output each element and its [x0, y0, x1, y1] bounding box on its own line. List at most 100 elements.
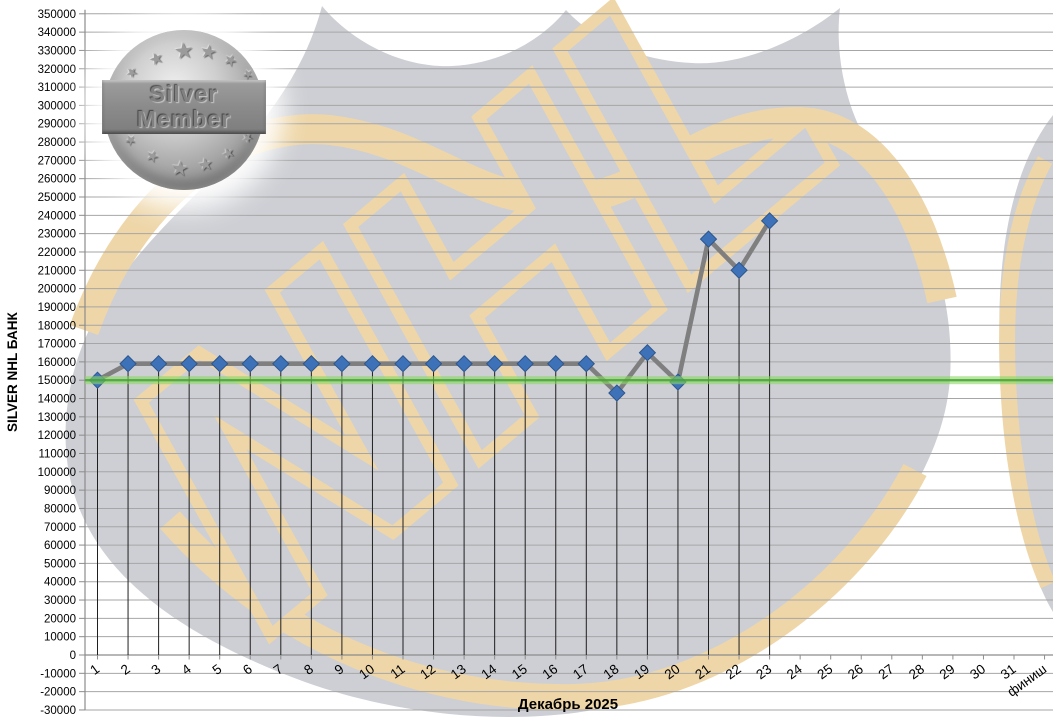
silver-member-medal: Silver Member ★ ★ ★ ★ ★ ★ ★ ★ ★ ★ ★ ★: [102, 30, 266, 190]
axes: -30000 -20000 -10000 0 10000 20000 30000 40000 5…: [38, 9, 1053, 717]
data-point-marker: [760, 212, 779, 230]
data-point-marker: [485, 355, 504, 373]
data-point-marker: [394, 355, 412, 373]
y-tick-label: 70000: [44, 522, 76, 534]
y-axis-title: SILVER NHL БАНК: [5, 312, 20, 432]
y-tick-label: 330000: [38, 45, 76, 57]
y-tick-label: 310000: [38, 82, 76, 94]
y-tick-label: 350000: [38, 9, 76, 21]
x-tick-label: 11: [388, 661, 408, 681]
data-point-marker: [577, 355, 596, 373]
y-tick-label: 260000: [38, 174, 76, 186]
data-point-marker: [424, 355, 443, 373]
y-tick-label: 220000: [38, 247, 76, 259]
star-icon: ★: [220, 49, 241, 71]
y-tick-label: 90000: [44, 485, 76, 497]
medal-line1: Silver: [149, 80, 219, 107]
x-tick-label: 4: [179, 661, 194, 678]
y-tick-label: 0: [70, 650, 76, 662]
y-tick-label: -20000: [40, 687, 76, 699]
data-point-marker: [730, 261, 748, 279]
x-tick-label: 24: [784, 661, 805, 682]
data-point-marker: [638, 344, 657, 362]
medal-line2: Member: [136, 105, 232, 132]
data-point-marker: [302, 355, 321, 373]
y-tick-label: 10000: [44, 632, 76, 644]
x-tick-label: 20: [662, 661, 683, 682]
gridlines: [85, 13, 1053, 711]
x-tick-label: 23: [753, 661, 774, 682]
star-icon: ★: [198, 40, 219, 65]
y-tick-label: 230000: [38, 229, 76, 241]
y-tick-label: 180000: [38, 320, 76, 332]
star-icon: ★: [219, 143, 238, 164]
y-tick-label: 160000: [38, 357, 76, 369]
y-tick-label: 290000: [38, 119, 76, 131]
y-tick-label: 40000: [44, 577, 76, 589]
x-tick-label: 30: [967, 661, 988, 682]
y-tick-label: -30000: [40, 705, 76, 717]
data-point-marker: [272, 355, 290, 373]
y-tick-label: 280000: [38, 137, 76, 149]
y-tick-label: 110000: [38, 449, 76, 461]
data-point-marker: [363, 355, 382, 373]
x-tick-label: 6: [240, 661, 255, 678]
data-point-marker: [547, 355, 565, 373]
data-point-marker: [333, 355, 351, 373]
x-tick-label: 2: [118, 661, 133, 678]
x-tick-label: 18: [601, 661, 622, 682]
y-tick-label: 270000: [38, 155, 76, 167]
data-point-marker: [516, 355, 534, 373]
x-tick-label: 8: [301, 661, 316, 678]
x-tick-label: 19: [631, 661, 652, 682]
x-tick-label: 25: [814, 661, 835, 682]
data-point-marker: [241, 355, 259, 373]
x-tick-label: 27: [876, 661, 897, 682]
star-icon: ★: [146, 49, 166, 71]
x-tick-label: 10: [356, 661, 377, 682]
x-tick-label: 31: [998, 661, 1019, 682]
y-tick-label: 200000: [38, 284, 76, 296]
y-tick-label: 30000: [44, 595, 76, 607]
y-tick-label: 150000: [38, 375, 76, 387]
baseline-150000: [85, 376, 1053, 385]
data-point-marker: [210, 355, 229, 373]
x-tick-label: 16: [540, 661, 561, 682]
y-tick-label: 340000: [38, 27, 76, 39]
data-point-marker: [699, 230, 718, 248]
x-tick-label: 9: [332, 661, 347, 678]
x-tick-label: 12: [417, 661, 438, 682]
y-tick-label: -10000: [40, 668, 76, 680]
x-tick-label: 13: [448, 661, 469, 682]
drop-lines: [97, 220, 771, 655]
y-tick-label: 190000: [38, 302, 76, 314]
star-icon: ★: [196, 153, 216, 175]
x-tick-label: 15: [509, 661, 530, 682]
x-tick-label: 3: [148, 661, 163, 678]
x-tick-label: 5: [210, 661, 225, 678]
data-point-marker: [180, 355, 198, 373]
y-tick-label: 100000: [38, 467, 76, 479]
x-tick-label: 22: [723, 661, 744, 682]
y-tick-label: 300000: [38, 100, 76, 112]
x-tick-label: 7: [271, 661, 286, 678]
star-icon: ★: [170, 157, 191, 182]
data-point-marker: [119, 355, 137, 373]
y-tick-label: 140000: [38, 394, 76, 406]
y-tick-label: 250000: [38, 192, 76, 204]
star-icon: ★: [173, 37, 196, 64]
y-tick-label: 80000: [44, 503, 76, 515]
x-tick-label: 26: [845, 661, 866, 682]
y-tick-label: 210000: [38, 265, 76, 277]
series: [88, 212, 779, 402]
x-tick-label: 1: [87, 661, 102, 678]
y-tick-label: 240000: [38, 210, 76, 222]
star-icon: ★: [142, 145, 162, 167]
medal-band: Silver Member: [102, 79, 266, 134]
x-axis-title: Декабрь 2025: [518, 696, 618, 713]
y-tick-label: 130000: [38, 412, 76, 424]
x-tick-label: 29: [937, 661, 958, 682]
y-tick-label: 170000: [38, 339, 76, 351]
